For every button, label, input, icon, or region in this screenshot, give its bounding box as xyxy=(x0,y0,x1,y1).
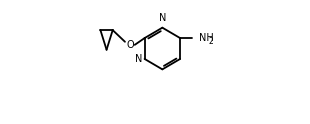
Text: NH: NH xyxy=(199,33,214,43)
Text: 2: 2 xyxy=(208,37,213,46)
Text: N: N xyxy=(135,54,143,64)
Text: O: O xyxy=(126,40,134,50)
Text: N: N xyxy=(159,13,166,23)
